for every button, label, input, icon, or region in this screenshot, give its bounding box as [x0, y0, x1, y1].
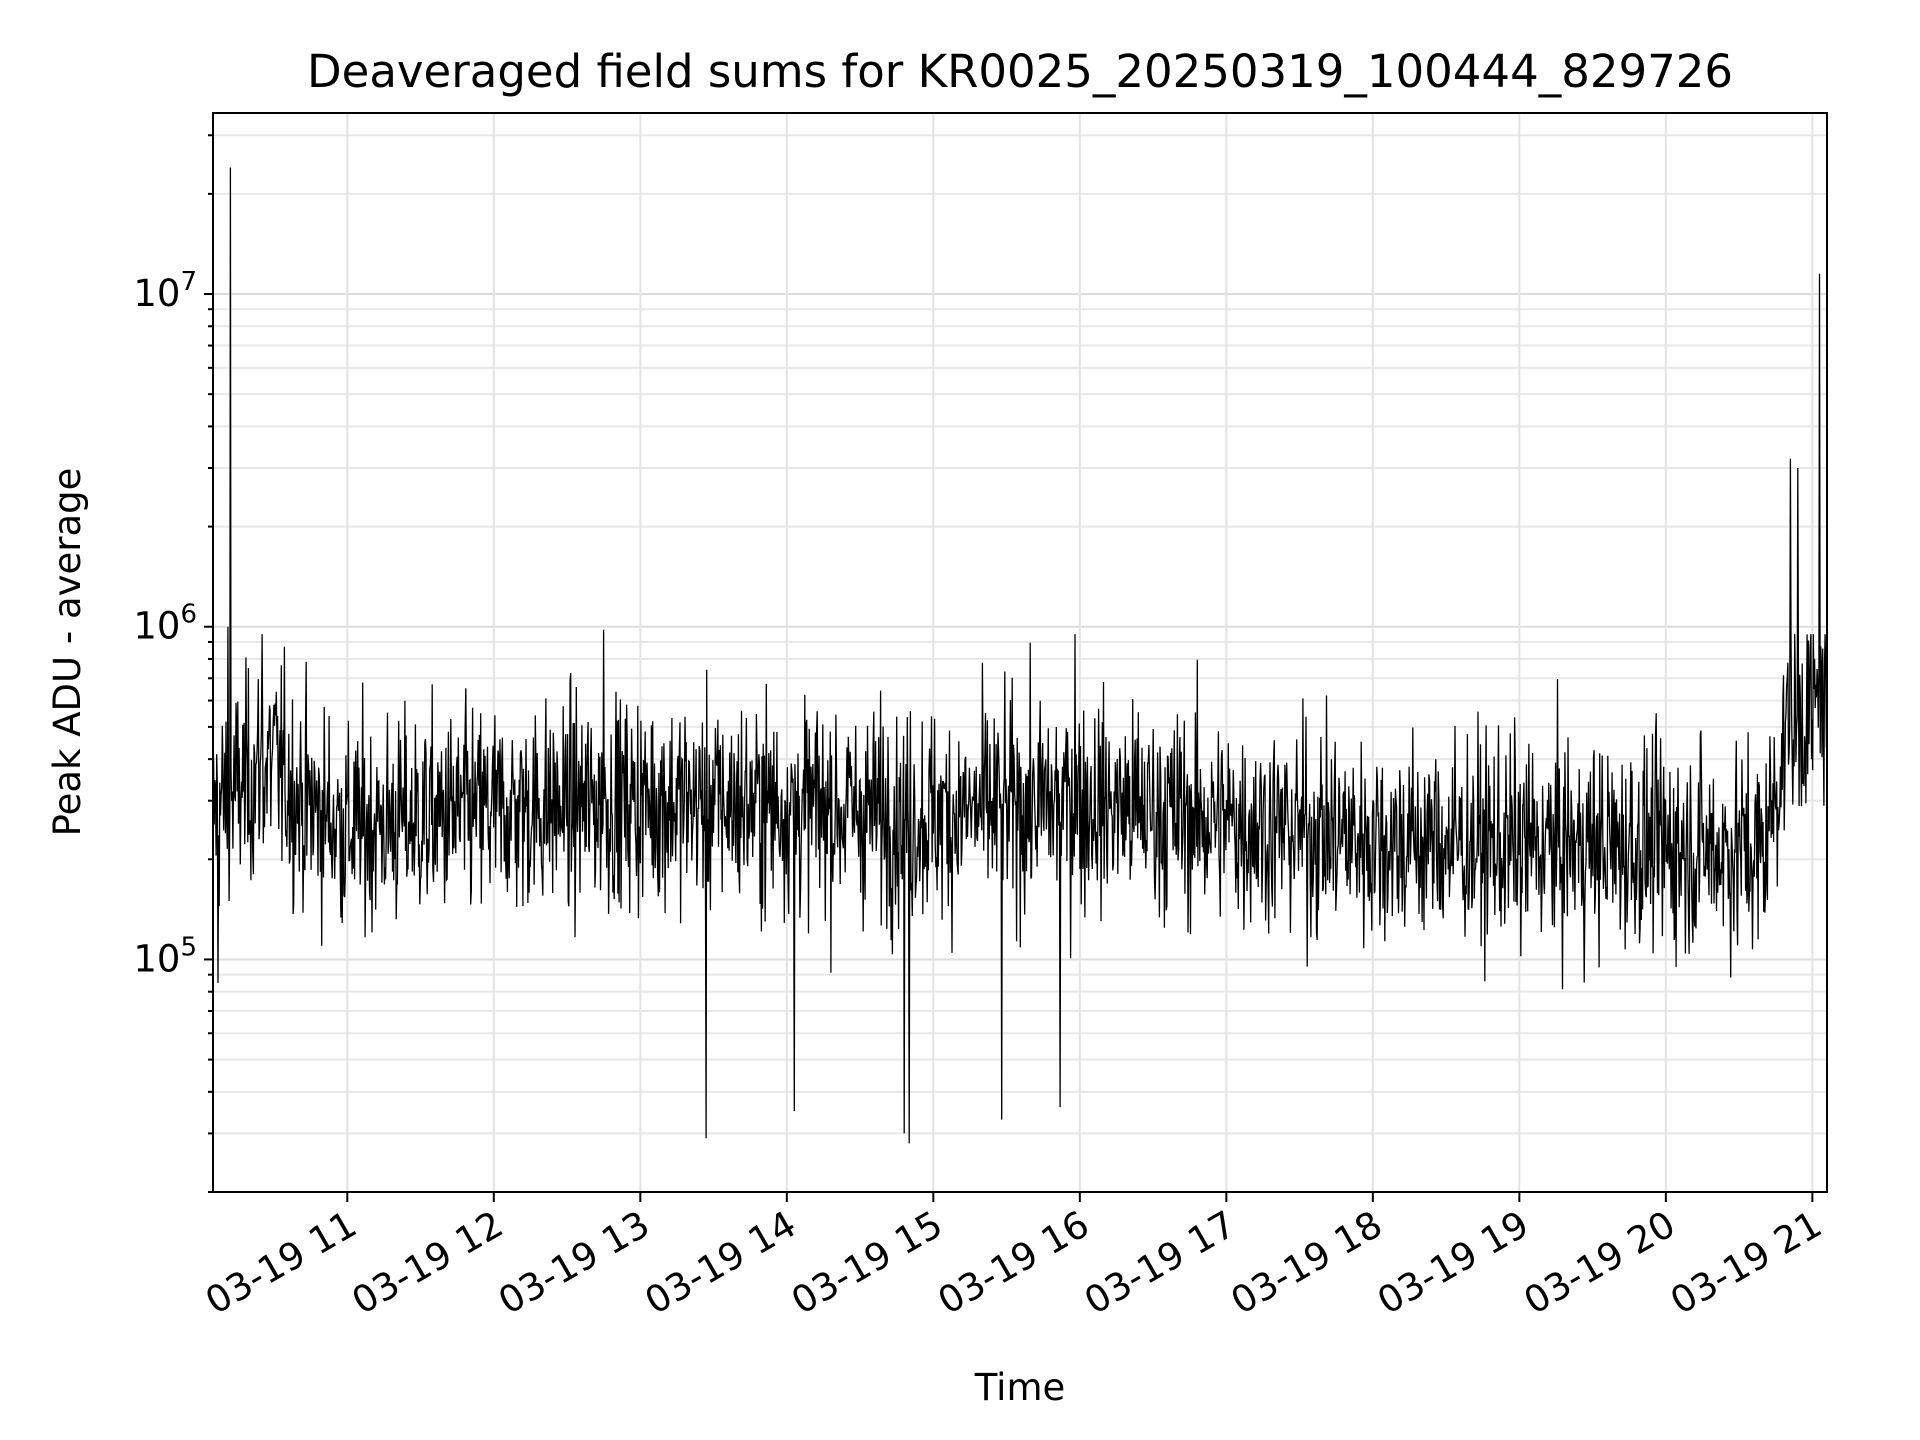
y-tick-label: 106: [133, 600, 197, 648]
y-tick-label: 105: [133, 932, 197, 980]
series-line: [212, 167, 1828, 1144]
plot-area: [212, 167, 1828, 1144]
x-axis-label: Time: [974, 1366, 1066, 1409]
y-axis-label: Peak ADU - average: [46, 468, 89, 837]
chart-title: Deaveraged field sums for KR0025_2025031…: [307, 45, 1733, 98]
y-tick-label: 107: [133, 267, 197, 315]
plot-frame: [212, 112, 1828, 1193]
